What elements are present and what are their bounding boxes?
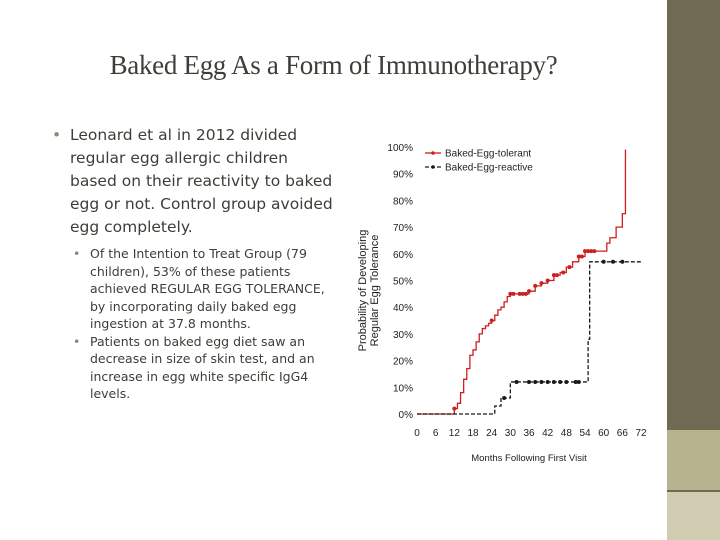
censor-marker <box>545 278 550 283</box>
x-tick-label: 42 <box>542 428 554 439</box>
censor-marker <box>533 379 538 384</box>
y-axis-label-line1: Probability of Developing <box>357 230 369 352</box>
censor-marker <box>620 259 625 264</box>
legend-marker-0 <box>431 151 435 155</box>
censor-marker <box>545 379 550 384</box>
censor-marker <box>564 379 569 384</box>
y-tick-label: 70% <box>393 223 413 234</box>
chart-panel: 0% 10% 20% 30% 40% 50% 60% 70% 80% 90% 100% 0 6 12 18 2… <box>349 131 649 474</box>
x-tick-label: 60 <box>598 428 610 439</box>
censor-marker <box>555 273 559 278</box>
x-tick-label: 18 <box>467 428 479 439</box>
x-tick-label: 36 <box>523 428 535 439</box>
censor-marker <box>567 265 572 270</box>
y-tick-label: 40% <box>393 303 413 314</box>
x-tick-label: 48 <box>561 428 573 439</box>
legend-label-0: Baked-Egg-tolerant <box>445 149 531 160</box>
sidebar-decoration-light <box>667 430 720 490</box>
y-tick-label: 0% <box>399 410 414 421</box>
bullet-main: Leonard et al in 2012 divided regular eg… <box>52 124 337 239</box>
censor-marker <box>527 379 531 384</box>
x-tick-label: 24 <box>486 428 498 439</box>
censor-marker <box>502 395 507 400</box>
legend-label-1: Baked-Egg-reactive <box>445 163 533 174</box>
censor-marker <box>523 291 528 296</box>
x-tick-label: 0 <box>414 428 420 439</box>
y-tick-label: 90% <box>393 170 413 181</box>
y-tick-label: 20% <box>393 357 413 368</box>
censor-marker <box>533 283 538 288</box>
censor-marker <box>489 318 494 323</box>
x-tick-label: 72 <box>635 428 647 439</box>
censor-marker <box>539 379 544 384</box>
censor-marker <box>551 379 556 384</box>
censor-marker <box>576 379 581 384</box>
y-axis-label-line2: Regular Egg Tolerance <box>369 235 381 347</box>
censor-marker <box>583 249 587 254</box>
x-tick-label: 66 <box>617 428 629 439</box>
sub-bullet-igg4: Patients on baked egg diet saw an decrea… <box>73 333 337 403</box>
censor-marker <box>508 291 513 296</box>
y-tick-label: 100% <box>387 143 413 154</box>
censor-marker <box>558 379 563 384</box>
y-tick-label: 80% <box>393 196 413 207</box>
series-line-1 <box>417 261 641 415</box>
sub-bullet-itt: Of the Intention to Treat Group (79 chil… <box>73 245 337 333</box>
x-tick-label: 12 <box>449 428 461 439</box>
censor-marker <box>586 249 591 254</box>
y-tick-label: 30% <box>393 330 413 341</box>
x-tick-label: 6 <box>433 428 439 439</box>
censor-marker <box>592 249 597 254</box>
x-axis-label: Months Following First Visit <box>471 453 587 464</box>
censor-marker <box>579 254 584 259</box>
slide-title: Baked Egg As a Form of Immunotherapy? <box>109 50 558 80</box>
censor-marker <box>452 406 457 411</box>
x-tick-label: 54 <box>579 428 591 439</box>
censor-marker <box>573 379 578 384</box>
censor-marker <box>514 379 519 384</box>
censor-marker <box>589 249 594 254</box>
sidebar-decoration-lighter <box>667 492 720 540</box>
y-tick-label: 50% <box>393 277 413 288</box>
censor-marker <box>551 273 556 278</box>
bullet-list: Leonard et al in 2012 divided regular eg… <box>52 124 337 403</box>
censor-marker <box>576 254 581 259</box>
y-tick-label: 60% <box>393 250 413 261</box>
censor-marker <box>601 259 606 264</box>
x-tick-label: 30 <box>505 428 517 439</box>
censor-marker <box>517 291 522 296</box>
censor-marker <box>561 270 566 275</box>
censor-marker <box>611 259 615 264</box>
kaplan-meier-chart: 0% 10% 20% 30% 40% 50% 60% 70% 80% 90% 100% 0 6 12 18 2… <box>357 143 647 464</box>
legend-marker-1 <box>431 165 435 169</box>
series-line-0 <box>417 149 627 415</box>
censor-marker <box>527 289 531 294</box>
censor-marker <box>520 291 525 296</box>
censor-marker <box>539 281 544 286</box>
censor-marker <box>511 291 516 296</box>
y-tick-label: 10% <box>393 383 413 394</box>
